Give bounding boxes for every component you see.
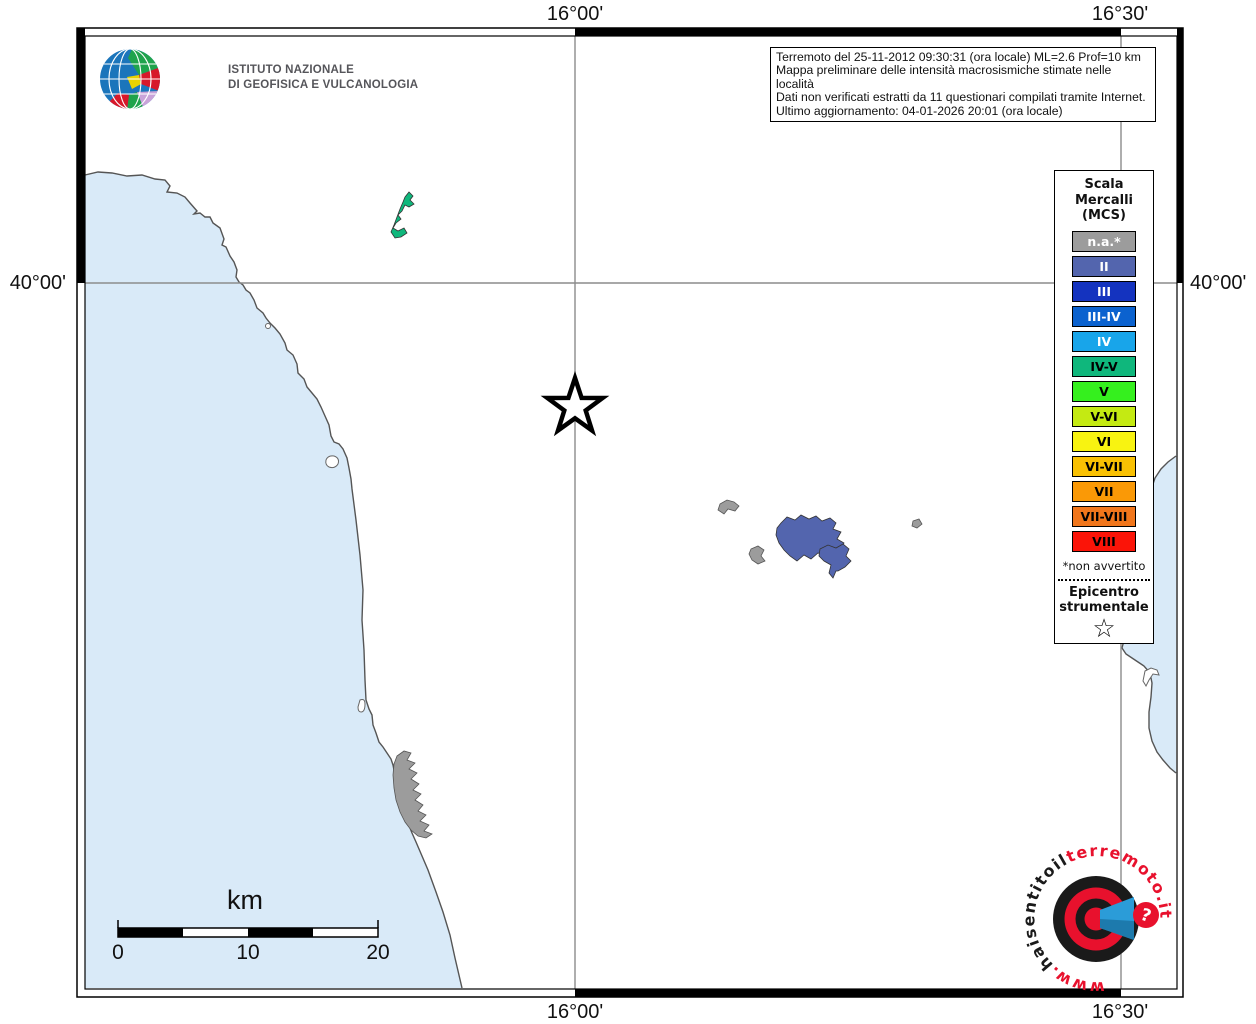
scale-tick-0: 0 — [112, 941, 124, 964]
epicenter-label-line1: Epicentro — [1069, 584, 1139, 600]
legend-swatch-VI: VI — [1072, 430, 1136, 452]
ingv-logo-globe — [100, 49, 160, 109]
scale-bar — [117, 920, 379, 938]
legend-swatch-III: III — [1072, 280, 1136, 302]
islet — [265, 323, 271, 329]
lat-label-right: 40°00' — [1190, 272, 1247, 294]
patch-na-3 — [911, 518, 923, 529]
patch-na-1 — [717, 499, 740, 515]
scale-tick-10: 10 — [236, 941, 260, 964]
coastal-spit — [1142, 667, 1160, 688]
scale-tick-20: 20 — [366, 941, 390, 964]
patch-intensity-iv-v — [390, 191, 415, 239]
legend-footnote: *non avvertito — [1062, 558, 1146, 573]
legend-swatch-VII: VII — [1072, 480, 1136, 502]
site-logo: ? www.haisentitoilterremoto.it — [1019, 841, 1174, 997]
ingv-logo-text: ISTITUTO NAZIONALE DI GEOFISICA E VULCAN… — [228, 63, 418, 92]
small-lake — [357, 699, 366, 713]
legend-divider — [1058, 578, 1150, 581]
patch-na-2 — [748, 545, 766, 565]
legend-swatch-VI-VII: VI-VII — [1072, 455, 1136, 477]
scale-bar-unit: km — [227, 885, 263, 915]
info-line-updated: Ultimo aggiornamento: 04-01-2026 20:01 (… — [776, 103, 1063, 118]
legend-title-line3: (MCS) — [1082, 208, 1126, 223]
ingv-name-line1: ISTITUTO NAZIONALE — [228, 64, 355, 76]
info-line-map-desc: Mappa preliminare delle intensità macros… — [776, 63, 1112, 91]
legend-swatch-V: V — [1072, 380, 1136, 402]
ingv-name-line2: DI GEOFISICA E VULCANOLOGIA — [228, 78, 419, 91]
lat-label-left: 40°00' — [9, 272, 66, 294]
legend-panel: Scala Mercalli (MCS) n.a.* II III III-IV IV I… — [1054, 170, 1154, 644]
legend-swatch-IV-V: IV-V — [1072, 355, 1136, 377]
lon-label-top-right: 16°30' — [1091, 3, 1149, 25]
legend-swatch-III-IV: III-IV — [1072, 305, 1136, 327]
legend-swatch-VIII: VIII — [1072, 530, 1136, 552]
legend-title-line2: Mercalli — [1074, 192, 1133, 208]
earthquake-info-box: Terremoto del 25-11-2012 09:30:31 (ora l… — [770, 47, 1156, 123]
info-line-data-source: Dati non verificati estratti da 11 quest… — [776, 90, 1146, 105]
legend-swatch-IV: IV — [1072, 330, 1136, 352]
megaphone-shadow — [1100, 919, 1134, 940]
lon-label-bottom-left: 16°00' — [546, 1001, 604, 1023]
legend-swatch-n.a.*: n.a.* — [1072, 230, 1136, 252]
legend-items: n.a.* II III III-IV IV IV-V V V-VI VI VI-VII VII VI… — [1055, 230, 1153, 552]
coastal-lagoon — [325, 455, 339, 469]
patch-intensity-ii-east — [818, 543, 852, 579]
epicenter-star-icon — [540, 370, 610, 437]
lon-label-bottom-right: 16°30' — [1091, 1001, 1149, 1023]
legend-swatch-V-VI: V-VI — [1072, 405, 1136, 427]
lon-label-top-left: 16°00' — [546, 3, 604, 25]
patch-na-coastal — [392, 750, 433, 839]
info-line-event: Terremoto del 25-11-2012 09:30:31 (ora l… — [776, 50, 1141, 64]
legend-swatch-II: II — [1072, 255, 1136, 277]
legend-star-icon: ☆ — [1092, 613, 1116, 644]
epicenter-label-line2: strumentale — [1059, 599, 1149, 615]
legend-title: Scala Mercalli (MCS) — [1055, 171, 1153, 224]
sea-left — [85, 172, 462, 988]
legend-title-line1: Scala — [1084, 177, 1124, 192]
question-badge — [1133, 902, 1159, 928]
legend-swatch-VII-VIII: VII-VIII — [1072, 505, 1136, 527]
legend-epicenter-label: Epicentro strumentale — [1055, 585, 1153, 615]
map-border — [76, 27, 1184, 998]
